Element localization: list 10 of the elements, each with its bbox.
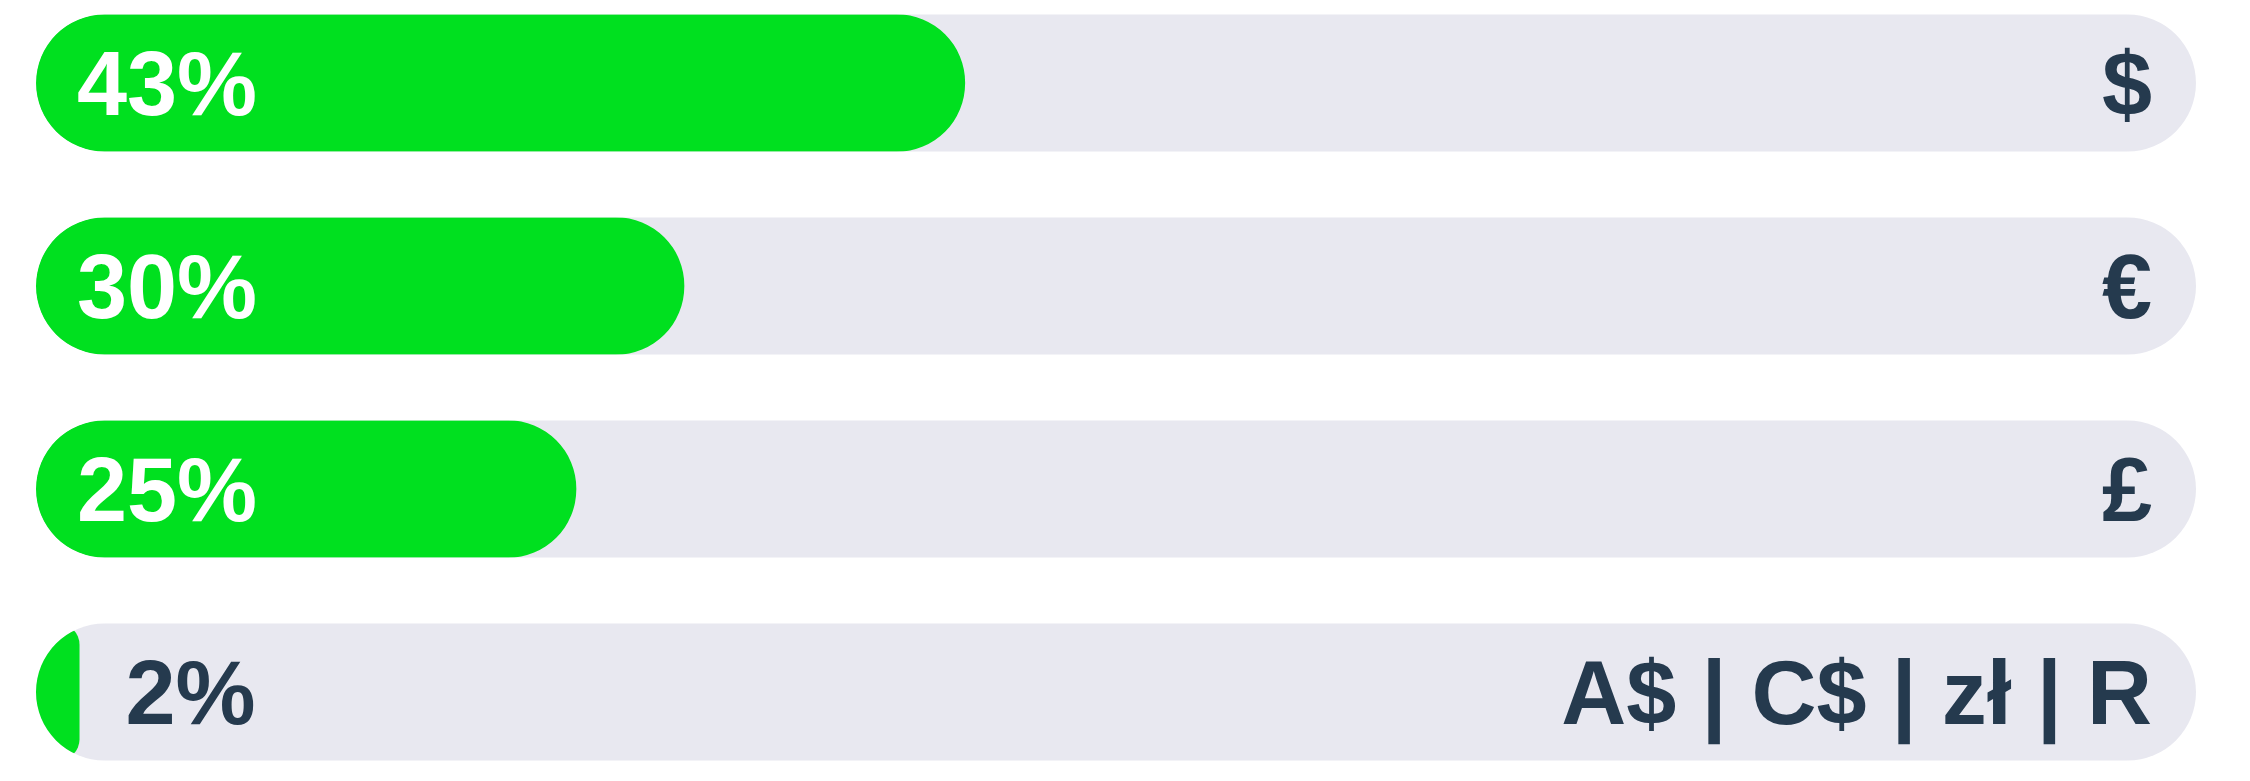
data-label: 25% xyxy=(77,440,258,541)
data-label: 2% xyxy=(125,643,256,744)
bar xyxy=(36,420,577,558)
data-label: 30% xyxy=(77,237,258,338)
y-tick-label: A$ | C$ | zł | R xyxy=(1561,643,2152,746)
data-label: 43% xyxy=(77,34,258,135)
y-tick-label: $ xyxy=(2101,34,2152,135)
y-tick-label: £ xyxy=(2101,440,2152,541)
y-tick-label: € xyxy=(2101,237,2152,338)
bar xyxy=(36,217,685,355)
